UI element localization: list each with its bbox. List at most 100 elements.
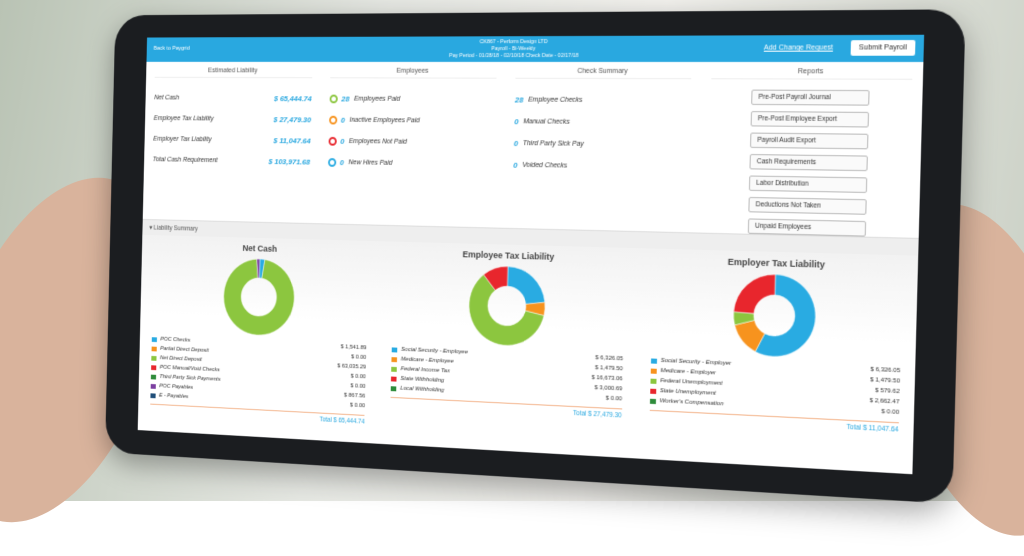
- reports: Reports Pre-Post Payroll Journal Pre-Post …: [697, 62, 923, 238]
- legend-value: $ 0.00: [350, 383, 365, 390]
- donut: [723, 269, 828, 363]
- report-button[interactable]: Deductions Not Taken: [748, 197, 866, 215]
- section-title: Estimated Liability: [155, 67, 313, 78]
- legend-swatch: [152, 337, 157, 342]
- count-row: 28 Employees Paid: [329, 88, 496, 110]
- liability-value: $ 11,047.64: [273, 136, 310, 145]
- legend-value: $ 6,326.05: [870, 367, 900, 375]
- count-label: Third Party Sick Pay: [523, 140, 584, 148]
- legend-value: $ 1,479.50: [870, 377, 900, 385]
- donut: [214, 254, 304, 341]
- liability-value: $ 103,971.68: [268, 157, 310, 166]
- legend-value: $ 1,479.50: [595, 365, 623, 372]
- legend-value: $ 579.62: [875, 388, 900, 395]
- count-label: New Hires Paid: [348, 159, 392, 166]
- liability-row: Total Cash Requirement $ 103,971.68: [152, 149, 310, 172]
- donut-slice: [507, 266, 546, 304]
- legend-swatch: [391, 366, 397, 371]
- legend-swatch: [151, 384, 156, 389]
- count-row: 28 Employee Checks: [515, 89, 691, 112]
- count: 0: [514, 139, 518, 148]
- legend-value: $ 2,662.47: [869, 398, 899, 406]
- total-value: $ 65,444.74: [333, 417, 364, 425]
- liability-row: Employee Tax Liability $ 27,479.30: [153, 108, 311, 130]
- section-title: Check Summary: [515, 68, 691, 79]
- report-button[interactable]: Pre-Post Payroll Journal: [751, 90, 869, 106]
- total-label: Total: [319, 416, 332, 423]
- legend-value: $ 0.00: [350, 403, 365, 410]
- count-label: Inactive Employees Paid: [349, 116, 419, 123]
- report-button[interactable]: Unpaid Employees: [748, 218, 866, 236]
- legend-value: $ 6,326.05: [595, 355, 623, 362]
- change-request-link[interactable]: Add Change Request: [764, 44, 833, 51]
- legend-swatch: [650, 368, 656, 373]
- count-row: 0 Third Party Sick Pay: [514, 132, 690, 156]
- count-label: Employees Paid: [354, 95, 400, 102]
- count-label: Voided Checks: [522, 161, 567, 169]
- period: Pay Period - 01/28/18 - 02/10/18 Check D…: [147, 53, 924, 60]
- legend-value: $ 0.00: [350, 374, 365, 381]
- legend-swatch: [151, 374, 156, 379]
- legend-swatch: [651, 358, 657, 363]
- count-row: 0 Employees Not Paid: [328, 130, 495, 153]
- report-button[interactable]: Payroll Audit Export: [750, 133, 868, 150]
- count: 0: [514, 117, 518, 126]
- report-button[interactable]: Labor Distribution: [749, 175, 867, 193]
- liability-row: Net Cash$ 65,444.74: [154, 87, 312, 109]
- report-button[interactable]: Pre-Post Employee Export: [751, 111, 869, 127]
- submit-button[interactable]: Submit Payroll: [850, 40, 915, 56]
- legend-value: $ 0.00: [351, 354, 366, 360]
- legend-value: $ 63,035.29: [337, 363, 366, 370]
- donut: [459, 261, 556, 351]
- total-value: $ 11,047.64: [863, 425, 899, 434]
- total-label: Total: [846, 424, 861, 432]
- legend-value: $ 1,541.89: [341, 344, 367, 351]
- count: 28: [341, 94, 349, 103]
- legend-swatch: [152, 346, 157, 351]
- legend-swatch: [650, 378, 656, 383]
- liability-label: Employee Tax Liability: [154, 115, 214, 122]
- status-icon: [329, 115, 337, 124]
- count-label: Employees Not Paid: [349, 138, 407, 145]
- total-value: $ 27,479.30: [588, 411, 622, 420]
- legend-value: $ 16,673.06: [592, 375, 623, 382]
- legend-value: $ 0.00: [606, 396, 623, 403]
- legend-swatch: [151, 355, 156, 360]
- liability-value: $ 27,479.30: [273, 115, 311, 124]
- legend-swatch: [391, 386, 397, 391]
- legend-swatch: [151, 365, 156, 370]
- status-icon: [328, 158, 336, 167]
- report-button[interactable]: Cash Requirements: [749, 154, 867, 171]
- section-title: Reports: [711, 68, 912, 80]
- count: 0: [340, 137, 344, 146]
- liability-label: Net Cash: [154, 94, 179, 101]
- count: 28: [515, 95, 524, 104]
- legend-value: $ 0.00: [881, 409, 899, 416]
- donut-slice: [734, 273, 776, 314]
- count-label: Employee Checks: [528, 96, 583, 103]
- liability-label: Total Cash Requirement: [153, 156, 218, 164]
- screen: Back to Paygrid CK867 - Perform Design L…: [138, 35, 924, 474]
- page: Back to Paygrid CK867 - Perform Design L…: [0, 0, 1024, 501]
- legend-swatch: [392, 357, 398, 362]
- status-icon: [330, 94, 338, 103]
- count: 0: [341, 115, 345, 124]
- total-label: Total: [573, 410, 587, 418]
- header-bar: Back to Paygrid CK867 - Perform Design L…: [146, 35, 924, 62]
- legend-value: $ 867.56: [344, 393, 365, 400]
- liability-label: Employer Tax Liability: [153, 135, 212, 142]
- legend-swatch: [391, 376, 397, 381]
- legend-value: $ 3,000.69: [595, 385, 623, 392]
